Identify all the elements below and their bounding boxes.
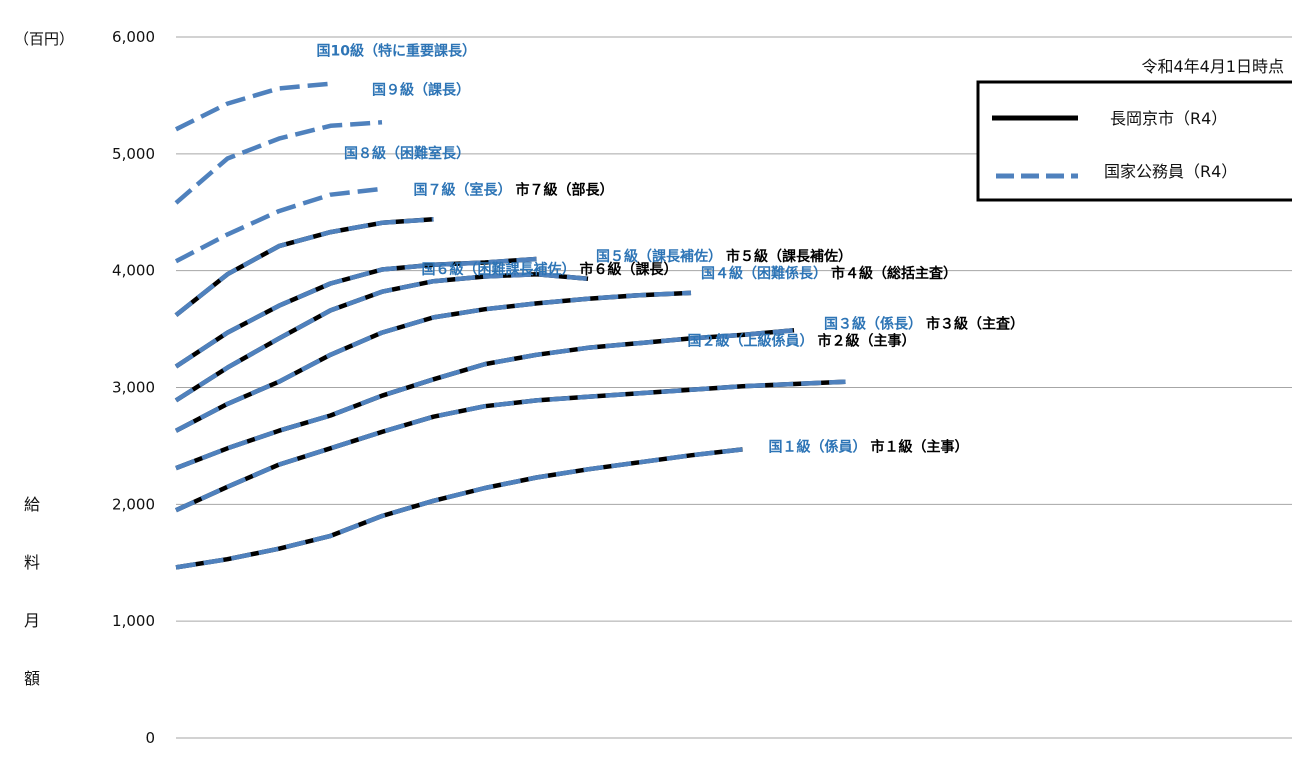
series-label-9: 国９級（課長） xyxy=(372,81,470,98)
series-label-5: 国５級（課長補佐） 市５級（課長補佐） xyxy=(596,248,852,265)
city-series-line-1 xyxy=(175,447,743,570)
unit-label: （百円） xyxy=(14,30,74,48)
y-axis-label-char: 給 xyxy=(24,495,40,514)
series-label-8: 国８級（困難室長） xyxy=(344,145,470,162)
y-axis-label-char: 額 xyxy=(24,669,40,688)
national-grade-label: 国２級（上級係員） xyxy=(688,333,814,350)
legend-label-national: 国家公務員（R4） xyxy=(1104,162,1237,181)
series-label-4: 国４級（困難係長） 市４級（総括主査） xyxy=(701,265,957,282)
national-series-line-8 xyxy=(174,186,383,264)
national-grade-label: 国10級（特に重要課長） xyxy=(317,43,476,60)
national-grade-label: 国９級（課長） xyxy=(372,81,470,98)
national-grade-label: 国４級（困難係長） xyxy=(701,265,827,282)
series-label-2: 国２級（上級係員） 市２級（主事） xyxy=(688,333,916,350)
national-series-line-7 xyxy=(174,217,434,317)
series-label-6: 国６級（困難課長補佐） 市６級（課長） xyxy=(422,261,678,278)
national-series-line-4 xyxy=(174,290,692,433)
national-series-line-10 xyxy=(174,81,331,132)
city-grade-label: 市６級（課長） xyxy=(580,261,678,278)
y-tick-label: 0 xyxy=(145,729,155,747)
national-grade-label: 国５級（課長補佐） xyxy=(596,248,722,265)
city-grade-label: 市７級（部長） xyxy=(516,181,614,198)
series-lines xyxy=(174,81,846,570)
legend-label-city: 長岡京市（R4） xyxy=(1110,109,1227,128)
national-grade-label: 国８級（困難室長） xyxy=(344,145,470,162)
national-grade-label: 国７級（室長） xyxy=(414,181,512,198)
city-series-line-3 xyxy=(175,328,795,471)
national-grade-label: 国１級（係員） xyxy=(769,438,867,455)
y-axis-label-char: 料 xyxy=(24,553,40,572)
y-tick-label: 2,000 xyxy=(112,495,155,513)
y-tick-label: 4,000 xyxy=(112,262,155,280)
series-labels: 国１級（係員） 市１級（主事） 国２級（上級係員） 市２級（主事）国３級（係長） 市３級… xyxy=(317,43,1025,456)
city-grade-label: 市４級（総括主査） xyxy=(831,265,957,282)
y-tick-label: 1,000 xyxy=(112,612,155,630)
series-label-3: 国３級（係長） 市３級（主査） xyxy=(824,315,1024,332)
series-label-1: 国１級（係員） 市１級（主事） xyxy=(769,438,969,455)
city-series-line-2 xyxy=(175,379,846,513)
city-series-line-4 xyxy=(174,290,692,433)
y-axis-label-char: 月 xyxy=(24,611,40,630)
series-label-10: 国10級（特に重要課長） xyxy=(317,43,476,60)
national-series-line-5 xyxy=(174,271,589,403)
city-grade-label: 市１級（主事） xyxy=(871,438,969,455)
national-series-line-1 xyxy=(175,447,743,570)
city-grade-label: 市３級（主査） xyxy=(926,315,1024,332)
city-grade-label: 市５級（課長補佐） xyxy=(726,248,852,265)
national-series-line-9 xyxy=(174,120,383,205)
y-tick-label: 3,000 xyxy=(112,379,155,397)
national-series-line-3 xyxy=(175,328,795,471)
national-series-line-2 xyxy=(175,379,846,513)
city-grade-label: 市２級（主事） xyxy=(818,333,916,350)
date-note: 令和4年4月1日時点 xyxy=(1141,57,1284,76)
y-tick-label: 6,000 xyxy=(112,28,155,46)
legend: 長岡京市（R4） 国家公務員（R4） xyxy=(976,80,1292,202)
y-tick-label: 5,000 xyxy=(112,145,155,163)
national-grade-label: 国３級（係長） xyxy=(824,315,922,332)
legend-box xyxy=(976,80,1292,202)
grid-lines xyxy=(176,36,1292,739)
national-grade-label: 国６級（困難課長補佐） xyxy=(422,261,576,278)
y-tick-labels: 0 1,000 2,000 3,000 4,000 5,000 6,000 xyxy=(112,28,155,747)
national-series-line-6 xyxy=(174,256,537,369)
series-label-7: 国７級（室長） 市７級（部長） xyxy=(414,181,614,198)
